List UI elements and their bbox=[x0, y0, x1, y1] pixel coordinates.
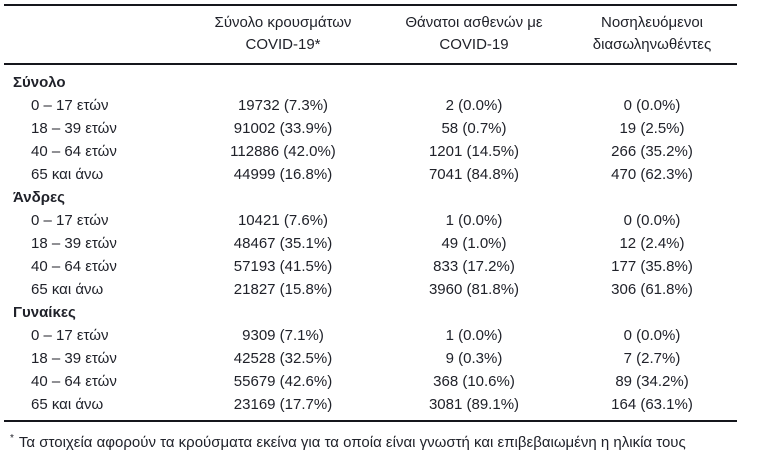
table-row: 65 και άνω 23169 (17.7%) 3081 (89.1%) 16… bbox=[4, 393, 737, 421]
column-header-text: COVID-19 bbox=[439, 36, 509, 53]
deaths-value: 3960 (81.8%) bbox=[428, 281, 520, 298]
table-row: 0 – 17 ετών 10421 (7.6%) 1 (0.0%) 0 (0.0… bbox=[4, 209, 737, 232]
section-header-men: Άνδρες bbox=[4, 186, 737, 209]
age-group-label: 18 – 39 ετών bbox=[31, 235, 117, 252]
intubated-value: 0 (0.0%) bbox=[623, 212, 681, 229]
column-header-text: Νοσηλευόμενοι bbox=[600, 14, 703, 31]
footnote-text: Τα στοιχεία αφορούν τα κρούσματα εκείνα … bbox=[18, 434, 686, 451]
cases-value: 48467 (35.1%) bbox=[233, 235, 333, 252]
cases-value: 23169 (17.7%) bbox=[233, 396, 333, 413]
intubated-value: 470 (62.3%) bbox=[611, 166, 693, 183]
cases-value: 9309 (7.1%) bbox=[242, 327, 324, 344]
cases-value: 42528 (32.5%) bbox=[233, 350, 333, 367]
age-group-label: 40 – 64 ετών bbox=[31, 258, 117, 275]
intubated-value: 266 (35.2%) bbox=[611, 143, 693, 160]
cases-value: 44999 (16.8%) bbox=[233, 166, 333, 183]
column-header-text: Θάνατοι ασθενών με bbox=[405, 14, 543, 31]
table-row: 40 – 64 ετών 57193 (41.5%) 833 (17.2%) 1… bbox=[4, 255, 737, 278]
deaths-value: 1 (0.0%) bbox=[445, 212, 503, 229]
age-group-label: 0 – 17 ετών bbox=[31, 327, 109, 344]
cases-value: 112886 (42.0%) bbox=[230, 143, 336, 160]
deaths-value: 2 (0.0%) bbox=[445, 97, 503, 114]
column-header-text: Σύνολο κρουσμάτων bbox=[214, 14, 352, 31]
deaths-value: 1201 (14.5%) bbox=[428, 143, 520, 160]
section-header-total: Σύνολο bbox=[4, 64, 737, 94]
column-header-text: COVID-19* bbox=[245, 36, 321, 53]
cases-value: 10421 (7.6%) bbox=[237, 212, 329, 229]
cases-value: 55679 (42.6%) bbox=[233, 373, 333, 390]
table-header: Σύνολο κρουσμάτων COVID-19* Θάνατοι ασθε… bbox=[4, 5, 737, 65]
column-header-total-cases: Σύνολο κρουσμάτων COVID-19* bbox=[185, 5, 381, 65]
table-row: 0 – 17 ετών 19732 (7.3%) 2 (0.0%) 0 (0.0… bbox=[4, 94, 737, 117]
intubated-value: 306 (61.8%) bbox=[611, 281, 693, 298]
section-title: Γυναίκες bbox=[13, 304, 76, 321]
deaths-value: 9 (0.3%) bbox=[445, 350, 503, 367]
age-group-label: 65 και άνω bbox=[31, 281, 104, 298]
age-group-label: 40 – 64 ετών bbox=[31, 143, 117, 160]
cases-value: 57193 (41.5%) bbox=[233, 258, 333, 275]
age-group-label: 65 και άνω bbox=[31, 396, 104, 413]
table-row: 65 και άνω 44999 (16.8%) 7041 (84.8%) 47… bbox=[4, 163, 737, 186]
intubated-value: 19 (2.5%) bbox=[619, 120, 685, 137]
table-body: Σύνολο 0 – 17 ετών 19732 (7.3%) 2 (0.0%)… bbox=[4, 64, 737, 421]
age-group-label: 0 – 17 ετών bbox=[31, 97, 109, 114]
intubated-value: 89 (34.2%) bbox=[615, 373, 689, 390]
footnote: * Τα στοιχεία αφορούν τα κρούσματα εκείνα… bbox=[10, 429, 740, 453]
intubated-value: 12 (2.4%) bbox=[619, 235, 685, 252]
header-row: Σύνολο κρουσμάτων COVID-19* Θάνατοι ασθε… bbox=[4, 5, 737, 65]
table-row: 18 – 39 ετών 42528 (32.5%) 9 (0.3%) 7 (2… bbox=[4, 347, 737, 370]
deaths-value: 49 (1.0%) bbox=[441, 235, 507, 252]
deaths-value: 833 (17.2%) bbox=[433, 258, 515, 275]
table-row: 40 – 64 ετών 112886 (42.0%) 1201 (14.5%)… bbox=[4, 140, 737, 163]
age-group-label: 40 – 64 ετών bbox=[31, 373, 117, 390]
deaths-value: 58 (0.7%) bbox=[441, 120, 507, 137]
intubated-value: 7 (2.7%) bbox=[623, 350, 681, 367]
intubated-value: 0 (0.0%) bbox=[623, 327, 681, 344]
cases-value: 19732 (7.3%) bbox=[237, 97, 329, 114]
table-row: 0 – 17 ετών 9309 (7.1%) 1 (0.0%) 0 (0.0%… bbox=[4, 324, 737, 347]
cases-value: 91002 (33.9%) bbox=[233, 120, 333, 137]
intubated-value: 0 (0.0%) bbox=[623, 97, 681, 114]
deaths-value: 7041 (84.8%) bbox=[428, 166, 520, 183]
table-row: 18 – 39 ετών 48467 (35.1%) 49 (1.0%) 12 … bbox=[4, 232, 737, 255]
deaths-value: 368 (10.6%) bbox=[433, 373, 515, 390]
age-group-label: 18 – 39 ετών bbox=[31, 120, 117, 137]
table-row: 65 και άνω 21827 (15.8%) 3960 (81.8%) 30… bbox=[4, 278, 737, 301]
column-header-text: διασωληνωθέντες bbox=[592, 36, 712, 53]
section-title: Σύνολο bbox=[13, 74, 66, 91]
table-row: 18 – 39 ετών 91002 (33.9%) 58 (0.7%) 19 … bbox=[4, 117, 737, 140]
cases-value: 21827 (15.8%) bbox=[233, 281, 333, 298]
deaths-value: 3081 (89.1%) bbox=[428, 396, 520, 413]
column-header-empty bbox=[4, 5, 185, 65]
table-row: 40 – 64 ετών 55679 (42.6%) 368 (10.6%) 8… bbox=[4, 370, 737, 393]
column-header-deaths: Θάνατοι ασθενών με COVID-19 bbox=[381, 5, 567, 65]
age-group-label: 0 – 17 ετών bbox=[31, 212, 109, 229]
intubated-value: 177 (35.8%) bbox=[611, 258, 693, 275]
column-header-intubated: Νοσηλευόμενοι διασωληνωθέντες bbox=[567, 5, 737, 65]
age-group-label: 18 – 39 ετών bbox=[31, 350, 117, 367]
section-title: Άνδρες bbox=[13, 189, 65, 206]
covid-age-statistics-table: Σύνολο κρουσμάτων COVID-19* Θάνατοι ασθε… bbox=[4, 4, 737, 422]
deaths-value: 1 (0.0%) bbox=[445, 327, 503, 344]
section-header-women: Γυναίκες bbox=[4, 301, 737, 324]
intubated-value: 164 (63.1%) bbox=[611, 396, 693, 413]
footnote-asterisk-marker: * bbox=[10, 433, 14, 444]
age-group-label: 65 και άνω bbox=[31, 166, 104, 183]
